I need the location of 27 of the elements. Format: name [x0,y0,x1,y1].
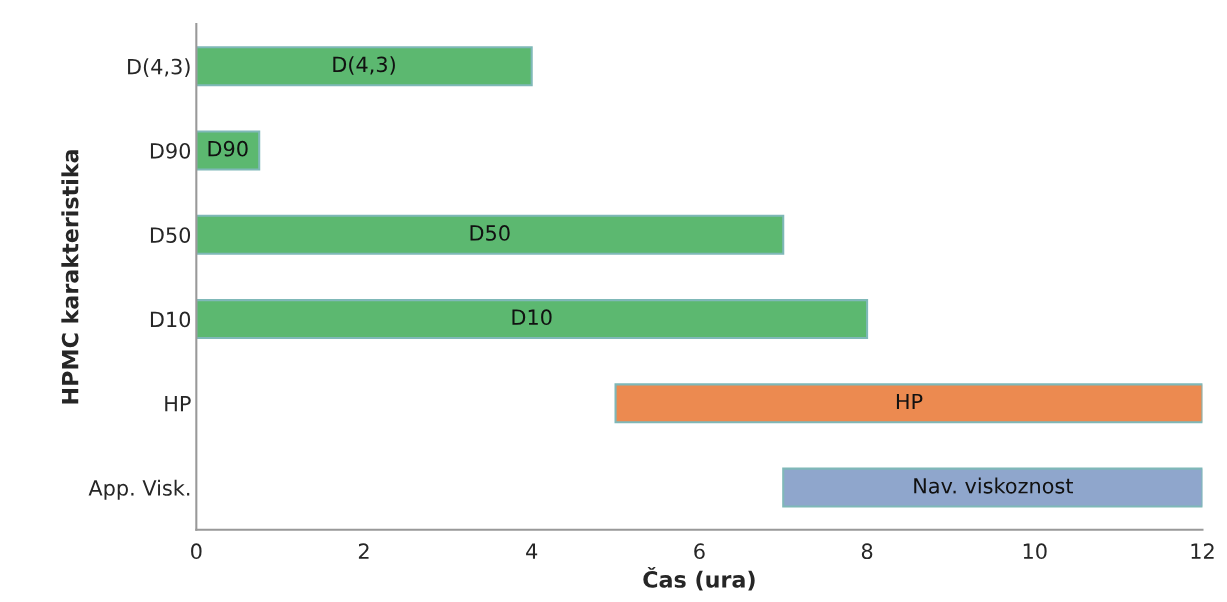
x-axis-title: Čas (ura) [643,566,755,591]
y-tick-label: D10 [150,311,191,328]
bar [614,383,1203,424]
y-tick-label: D50 [150,227,191,243]
data-label: D10 [512,309,552,326]
bar [196,214,785,255]
x-tick-label: 8 [861,543,873,560]
data-label: Nav. viskoznost [914,477,1073,494]
x-tick-label: 10 [1023,543,1047,560]
data-label: HP [896,393,923,410]
y-tick-label: D(4,3) [128,58,190,77]
data-label: D50 [470,225,510,241]
bar [196,299,869,340]
bar [196,130,261,171]
x-tick-label: 4 [526,543,538,559]
data-label: D90 [208,140,248,157]
x-tick-label: 0 [191,543,202,560]
bar [196,46,533,87]
x-tick-label: 6 [694,543,705,560]
x-tick-label: 12 [1191,543,1214,559]
y-axis-title: HPMC karakteristika [61,150,79,404]
x-tick-label: 2 [358,543,369,559]
data-label: D(4,3) [333,56,395,75]
bar [782,467,1203,508]
y-tick-label: App. Visk. [88,479,190,500]
y-tick-label: HP [165,396,191,412]
y-tick-label: D90 [150,142,191,159]
